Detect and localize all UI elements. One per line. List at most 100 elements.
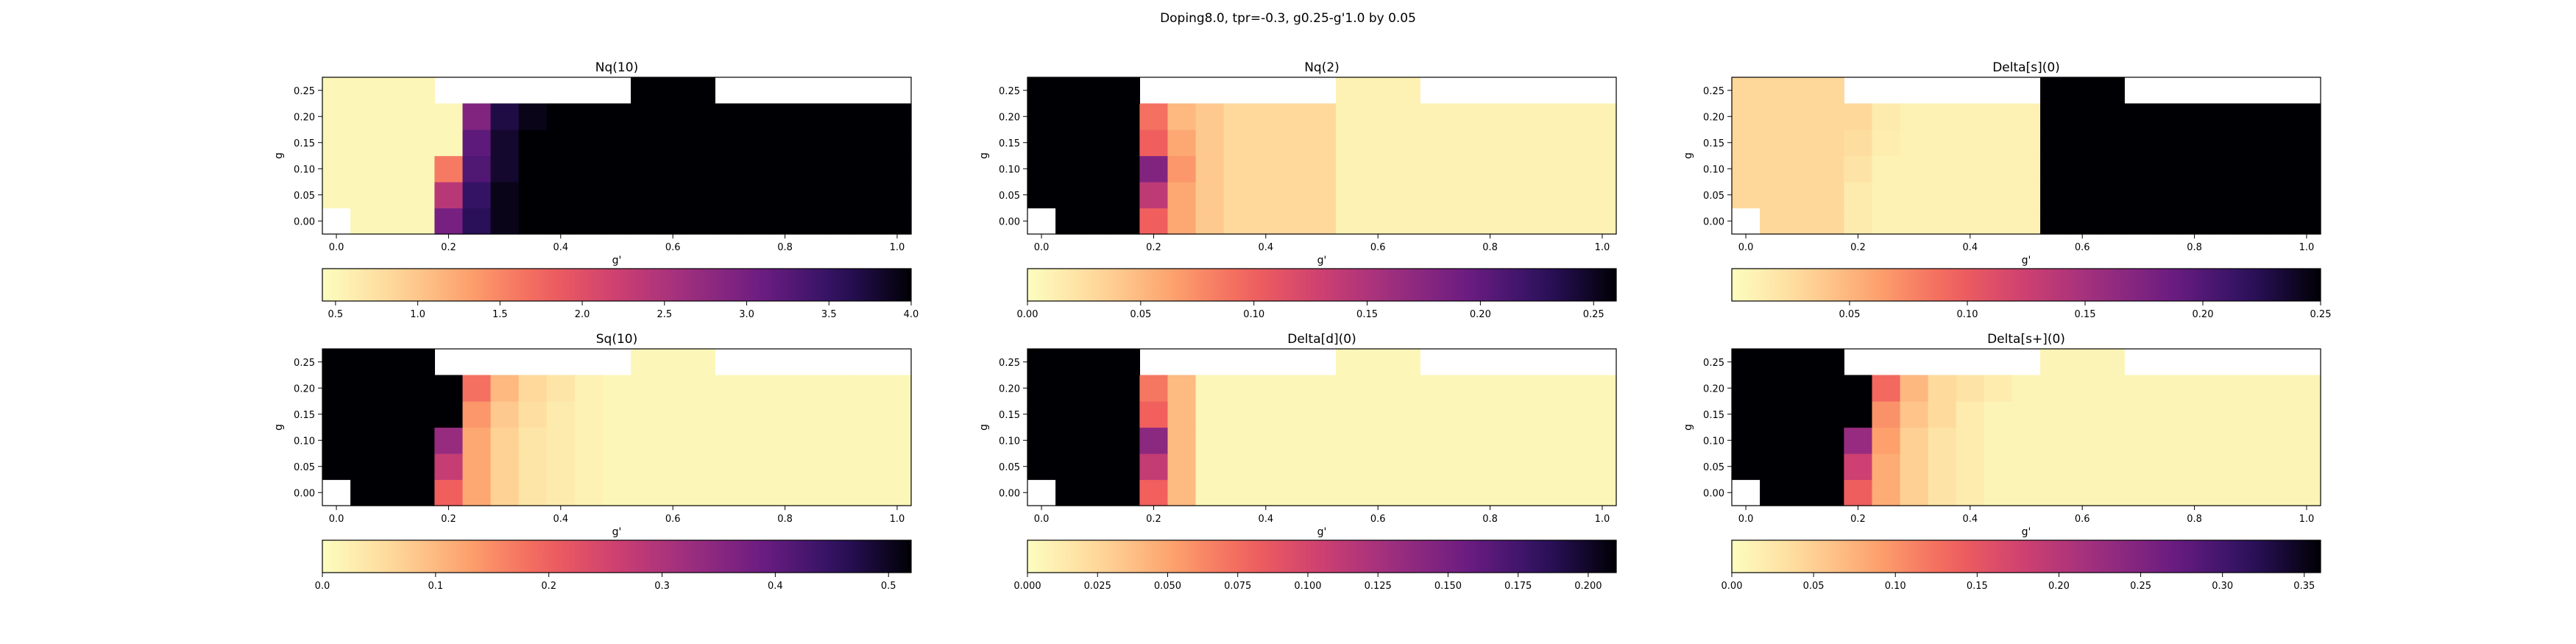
heatmap-cell — [882, 208, 912, 235]
heatmap-cell — [2040, 103, 2069, 130]
heatmap-cell — [1448, 479, 1477, 506]
heatmap-cell — [2180, 182, 2209, 209]
heatmap-cell — [350, 427, 379, 454]
heatmap-panel-1: Nq(10) 0.0 0.2 0.4 0.6 0.8 1.0 0.00 0.05 0.10 0.15… — [273, 60, 919, 320]
colorbar-tick-label: 4.0 — [904, 309, 919, 320]
heatmap-cell — [1195, 401, 1225, 428]
heatmap-cell — [2152, 375, 2182, 402]
heatmap-cell — [1560, 375, 1589, 402]
heatmap-cell — [602, 479, 631, 506]
heatmap-cell — [1223, 479, 1253, 506]
heatmap-cell — [1223, 401, 1253, 428]
heatmap-cell — [1167, 427, 1197, 454]
heatmap-cell — [406, 103, 435, 130]
heatmap-cell — [434, 401, 464, 428]
heatmap-cell — [434, 427, 464, 454]
heatmap-cell — [1504, 375, 1533, 402]
heatmap-cell — [350, 130, 379, 157]
y-tick-label: 0.20 — [294, 383, 315, 394]
heatmap-cell — [687, 77, 715, 105]
heatmap-cell — [378, 349, 407, 376]
heatmap-panels: Nq(10) 0.0 0.2 0.4 0.6 0.8 1.0 0.00 0.05 0.10 0.15… — [273, 60, 2331, 592]
colorbar — [1731, 268, 2321, 302]
heatmap-cell — [1956, 453, 1985, 481]
heatmap-cell — [799, 375, 828, 402]
heatmap-cell — [799, 182, 828, 209]
heatmap-cell — [350, 453, 379, 481]
heatmap-cell — [1532, 479, 1561, 506]
heatmap-cell — [406, 349, 435, 376]
heatmap-cell — [1788, 375, 1816, 402]
heatmap-cell — [378, 375, 407, 402]
heatmap-cell — [1476, 130, 1505, 157]
heatmap-cell — [1111, 130, 1140, 157]
heatmap-cell — [1476, 453, 1505, 481]
heatmap-panel-3: Delta[s](0) 0.0 0.2 0.4 0.6 0.8 1.0 0.00 0.05 0.1… — [1682, 60, 2331, 320]
heatmap-cell — [1900, 401, 1929, 428]
heatmap-cell — [715, 479, 744, 506]
heatmap-cell — [602, 375, 631, 402]
heatmap-cell — [1336, 427, 1365, 454]
heatmap-cell — [1816, 401, 1844, 428]
heatmap-cell — [1560, 427, 1589, 454]
colorbar-tick-label: 0.25 — [1583, 309, 1604, 320]
heatmap-cell — [799, 401, 828, 428]
heatmap-cell — [1844, 479, 1873, 506]
heatmap-cell — [631, 427, 659, 454]
heatmap-cell — [631, 453, 659, 481]
heatmap-cell — [2124, 401, 2154, 428]
heatmap-cell — [1111, 453, 1140, 481]
heatmap-cell — [1504, 401, 1533, 428]
heatmap-cell — [1872, 208, 1901, 235]
heatmap-cell — [1476, 401, 1505, 428]
heatmap-cell — [771, 375, 800, 402]
heatmap-cell — [546, 375, 576, 402]
heatmap-cell — [2040, 375, 2069, 402]
x-tick-label: 0.4 — [1962, 514, 1978, 525]
heatmap-cell — [1307, 182, 1337, 209]
heatmap-cell — [715, 375, 744, 402]
heatmap-cell — [1364, 375, 1393, 402]
heatmap-cell — [1083, 182, 1112, 209]
heatmap-cell — [659, 155, 687, 183]
heatmap-cell — [1083, 349, 1112, 376]
heatmap-cell — [631, 103, 659, 130]
heatmap-cell — [1111, 375, 1140, 402]
x-tick-label: 0.0 — [1034, 242, 1050, 253]
heatmap-cell — [1760, 208, 1788, 235]
heatmap-cell — [1760, 77, 1788, 105]
heatmap-cell — [462, 155, 492, 183]
heatmap-cell — [2236, 130, 2265, 157]
panel-title: Nq(10) — [595, 60, 638, 75]
heatmap-cell — [2236, 453, 2265, 481]
heatmap-cell — [1364, 182, 1393, 209]
colorbar-tick-label: 0.175 — [1504, 581, 1532, 592]
heatmap-cell — [659, 182, 687, 209]
heatmap-cell — [2292, 479, 2321, 506]
heatmap-cell — [2040, 77, 2069, 105]
heatmap-cell — [2264, 155, 2293, 183]
y-axis-label: g — [273, 424, 285, 431]
heatmap-cell — [1816, 155, 1844, 183]
heatmap-cell — [1139, 401, 1169, 428]
heatmap-cell — [2011, 103, 2041, 130]
y-tick-label: 0.25 — [1703, 86, 1724, 97]
colorbar-tick-label: 3.0 — [739, 309, 754, 320]
heatmap-cell — [1055, 130, 1084, 157]
heatmap-cell — [1560, 401, 1589, 428]
colorbar-tick-label: 0.075 — [1224, 581, 1251, 592]
heatmap-cell — [2040, 182, 2069, 209]
heatmap-cell — [1760, 182, 1788, 209]
heatmap-cell — [546, 130, 576, 157]
heatmap-cell — [2040, 401, 2069, 428]
colorbar — [1027, 268, 1617, 302]
heatmap-cell — [827, 182, 856, 209]
heatmap-cell — [2124, 479, 2154, 506]
heatmap-cell — [771, 479, 800, 506]
heatmap-cell — [322, 401, 351, 428]
x-axis-label: g' — [2022, 255, 2031, 266]
heatmap-cell — [1732, 453, 1761, 481]
heatmap-cell — [1195, 155, 1225, 183]
y-tick-label: 0.10 — [1703, 164, 1724, 175]
heatmap-cell — [771, 130, 800, 157]
